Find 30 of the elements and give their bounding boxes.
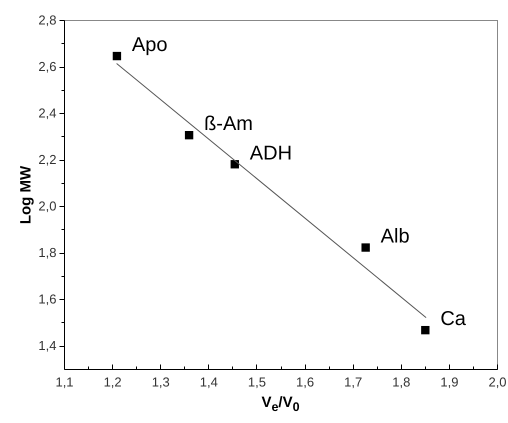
annotation: Ca — [440, 308, 467, 330]
annotation: Apo — [132, 34, 168, 56]
y-tick-label: 2,4 — [38, 106, 56, 121]
y-axis-title: Log MW — [17, 165, 34, 224]
point — [361, 243, 370, 252]
x-tick-label: 1,6 — [296, 374, 314, 390]
point — [112, 52, 122, 60]
point — [184, 130, 194, 140]
y-tick-label: 1,6 — [38, 292, 56, 307]
annotation: ß-Am — [204, 113, 253, 136]
x-tick-label: 1,5 — [248, 374, 266, 390]
x-tick-label: 1,1 — [55, 374, 74, 390]
y-tick-label: 1,8 — [38, 245, 56, 260]
annotation: ADH — [250, 142, 292, 164]
x-tick-label: 1,2 — [104, 374, 122, 390]
y-tick-label: 1,4 — [38, 338, 56, 354]
x-tick-label: 1,3 — [152, 374, 170, 390]
x-tick-label: 1,4 — [200, 374, 218, 390]
x-tick-label: 2,0 — [488, 374, 507, 390]
annotation: Alb — [380, 226, 410, 248]
x-tick-label: 1,7 — [344, 374, 362, 390]
y-tick-label: 2,8 — [38, 12, 56, 28]
point — [421, 326, 430, 334]
y-tick-label: 2,2 — [38, 152, 56, 168]
y-tick-label: 2,0 — [38, 198, 56, 214]
x-tick-label: 1,8 — [392, 374, 410, 390]
y-tick-label: 2,6 — [38, 59, 56, 74]
point — [230, 160, 239, 168]
x-axis-title: V$_{e}$/V$_{0}$ — [260, 394, 301, 416]
x-tick-label: 1,9 — [440, 374, 458, 390]
